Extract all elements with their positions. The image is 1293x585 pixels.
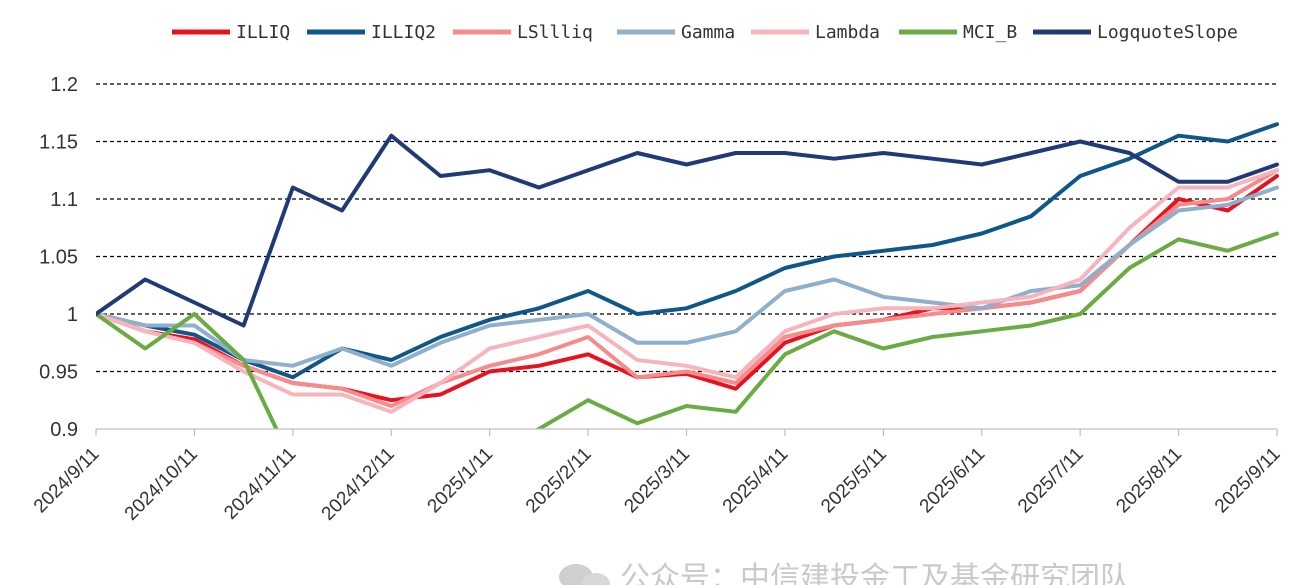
- legend-label: LogquoteSlope: [1097, 22, 1238, 43]
- y-axis-ticks: 0.9 0.95 1 1.05 1.1 1.15 1.2: [39, 74, 78, 441]
- legend-label: LSllliq: [517, 22, 593, 43]
- legend-label: ILLIQ: [236, 22, 290, 43]
- series-line-illiq2: [96, 122, 1279, 380]
- x-tick-label: 2025/3/11: [620, 444, 694, 518]
- x-tick-label: 2025/1/11: [424, 444, 498, 518]
- x-tick-label: 2024/10/11: [121, 444, 202, 525]
- x-tick-label: 2024/9/11: [30, 444, 104, 518]
- series-lines: [96, 122, 1279, 429]
- y-tick-label: 1.1: [50, 189, 78, 211]
- x-tick-label: 2025/5/11: [817, 444, 891, 518]
- x-tick-label: 2025/4/11: [719, 444, 793, 518]
- legend: ILLIQ ILLIQ2 LSllliq Gamma Lambda MCI_B Logquo…: [172, 22, 1238, 43]
- legend-label: Lambda: [815, 22, 880, 43]
- y-tick-label: 1.2: [50, 74, 78, 96]
- x-tick-label: 2025/8/11: [1112, 444, 1186, 518]
- x-tick-label: 2025/6/11: [916, 444, 990, 518]
- legend-label: ILLIQ2: [371, 22, 436, 43]
- x-axis: 2024/9/11 2024/10/11 2024/11/11 2024/12/11 2…: [30, 428, 1285, 525]
- series-line-logquoteslope: [96, 133, 1279, 328]
- x-tick-label: 2025/9/11: [1211, 444, 1285, 518]
- x-tick-label: 2025/7/11: [1014, 444, 1088, 518]
- y-tick-label: 0.9: [50, 419, 78, 441]
- watermark: 公众号：中信建投金工及基金研究团队: [559, 561, 1130, 585]
- x-tick-label: 2025/2/11: [522, 444, 596, 518]
- series-line-mci-b: [96, 231, 1279, 429]
- y-tick-label: 1: [67, 304, 78, 326]
- legend-label: Gamma: [681, 22, 735, 43]
- gridlines: [96, 83, 1277, 373]
- legend-label: MCI_B: [963, 22, 1017, 43]
- x-tick-label: 2024/11/11: [220, 444, 300, 524]
- watermark-text: 公众号：中信建投金工及基金研究团队: [620, 561, 1130, 585]
- series-line-lambda: [96, 168, 1279, 414]
- wechat-icon: [559, 564, 610, 585]
- series-line-lsllliq: [96, 168, 1279, 408]
- y-tick-label: 1.15: [39, 132, 78, 154]
- x-tick-label: 2024/12/11: [318, 444, 399, 525]
- y-tick-label: 1.05: [39, 247, 78, 269]
- y-tick-label: 0.95: [39, 362, 78, 384]
- series-line-gamma: [96, 185, 1279, 368]
